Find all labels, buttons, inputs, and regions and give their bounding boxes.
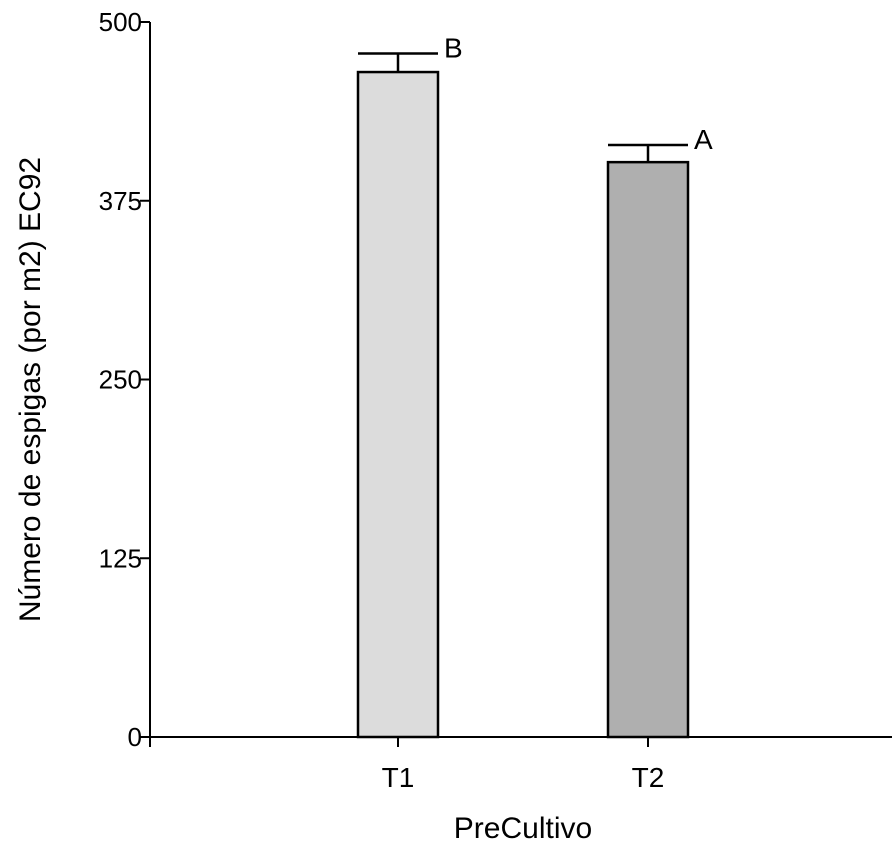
significance-label-t2: A — [694, 124, 713, 155]
significance-label-t1: B — [444, 32, 463, 63]
x-axis-title: PreCultivo — [454, 812, 592, 843]
x-tick-label-t2: T2 — [632, 762, 665, 793]
x-tick-label-t1: T1 — [382, 762, 415, 793]
y-tick-label: 0 — [128, 722, 142, 752]
y-tick-label: 500 — [99, 7, 142, 37]
y-axis-title: Número de espigas (por m2) EC92 — [14, 157, 47, 622]
y-tick-label: 125 — [99, 543, 142, 573]
y-tick-label: 250 — [99, 365, 142, 395]
bars: BA — [356, 32, 713, 739]
x-axis-ticks: T1 T2 — [382, 737, 665, 793]
y-axis-ticks: 0 125 250 375 500 — [99, 7, 150, 752]
y-tick-label: 375 — [99, 186, 142, 216]
bar-t2 — [606, 160, 690, 739]
bar-t1 — [356, 70, 440, 739]
